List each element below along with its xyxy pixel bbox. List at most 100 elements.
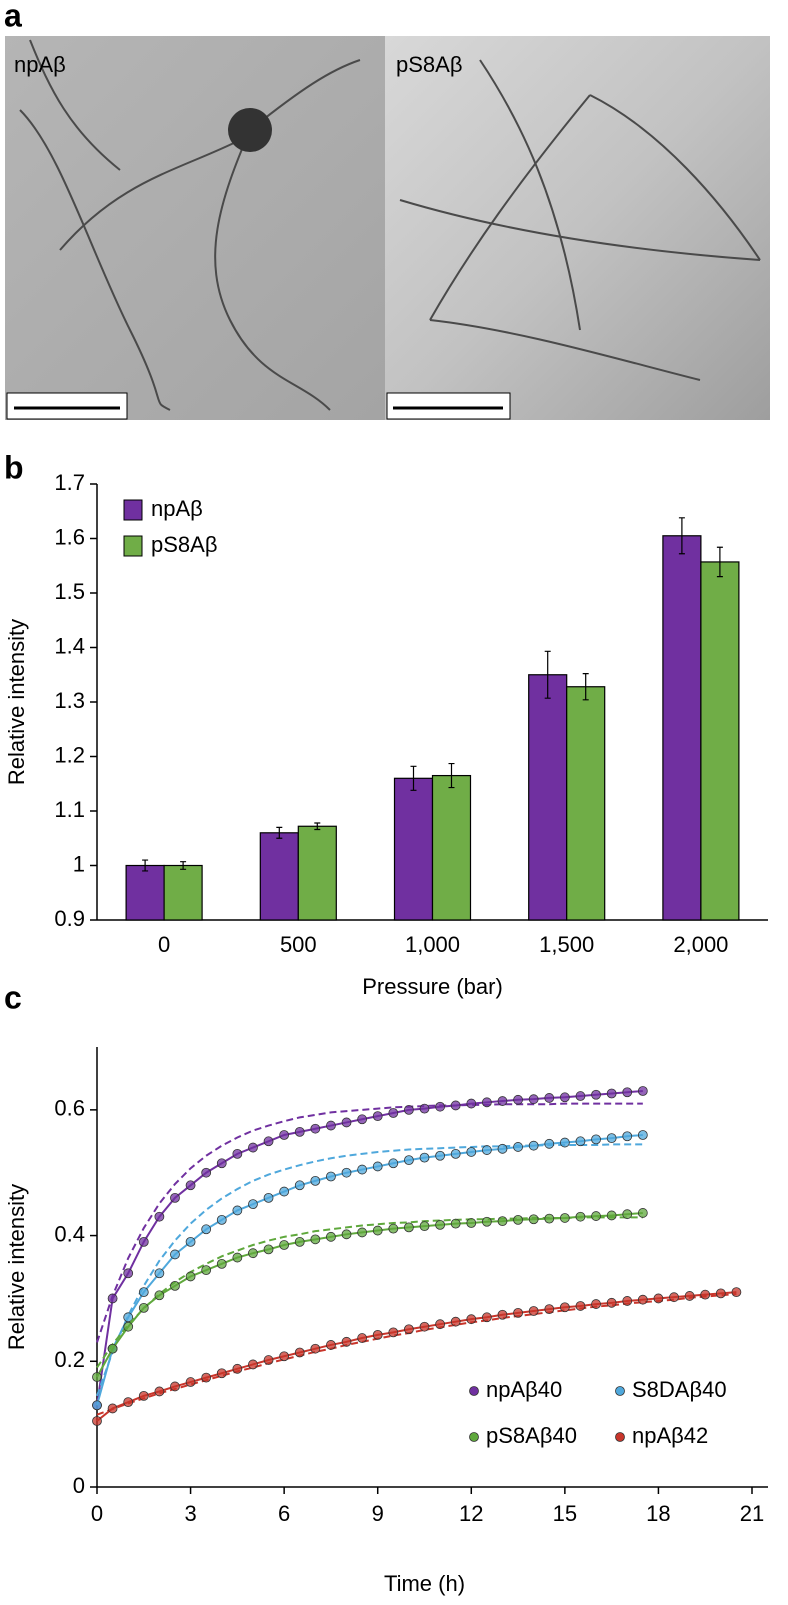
x-tick-label: 0 [91,1501,103,1526]
fit-line [96,1143,643,1397]
y-axis-label: Relative intensity [4,1184,29,1350]
data-point [544,1093,555,1103]
data-point [263,1355,274,1365]
data-point [294,1126,305,1137]
x-tick-label: 1,500 [539,932,594,957]
data-point [92,1416,102,1426]
fit-line [96,1102,643,1343]
legend-marker [615,1432,625,1442]
data-point [513,1214,523,1225]
error-bar [180,861,187,870]
data-point [138,1287,149,1298]
data-point [591,1299,601,1309]
data-point [185,1271,196,1282]
micrographs: npAβ pS8Aβ [5,36,770,420]
data-point [310,1234,321,1245]
y-tick-label: 0.6 [54,1096,85,1121]
data-point [107,1403,118,1414]
data-point [404,1222,414,1233]
bar [297,825,337,921]
data-point [107,1343,118,1354]
data-point [185,1180,196,1191]
data-point [404,1155,414,1166]
legend-swatch [123,535,143,557]
aggregate [228,108,272,152]
data-point [435,1101,445,1112]
data-point [497,1143,508,1154]
data-point [528,1214,539,1225]
fit-line [96,1216,643,1369]
data-point [170,1280,180,1291]
data-point [310,1175,321,1186]
error-bar [276,826,283,839]
x-axis-label: Time (h) [384,1571,465,1596]
data-point [326,1340,336,1350]
data-point [497,1096,508,1106]
data-point [357,1227,368,1238]
data-point [419,1103,430,1114]
error-bar [314,822,321,831]
data-point [138,1302,149,1313]
data-point [123,1397,134,1408]
image-label: pS8Aβ [396,52,462,77]
y-tick-label: 0.4 [54,1221,85,1246]
bar [431,774,472,921]
data-point [481,1145,492,1155]
data-point [201,1167,212,1178]
data-point [294,1180,305,1191]
data-point [653,1293,664,1304]
data-point [263,1192,274,1203]
micrograph [385,36,770,420]
data-point [341,1117,352,1128]
data-point [637,1208,648,1218]
legend-label: npAβ [151,496,203,521]
data-point [513,1307,523,1318]
data-point [372,1329,383,1340]
data-point [232,1205,243,1216]
error-bar [582,673,589,701]
data-line [96,1090,643,1406]
image-label: npAβ [14,52,66,77]
data-point [450,1316,461,1327]
data-point [544,1304,555,1315]
data-point [606,1210,617,1221]
data-point [559,1213,570,1223]
x-axis-label: Pressure (bar) [362,974,503,999]
data-point [170,1249,180,1260]
data-point [123,1312,134,1323]
data-point [123,1321,134,1332]
data-point [138,1236,149,1247]
bar [662,535,702,921]
bar [259,832,299,921]
data-point [544,1138,555,1149]
x-tick-label: 18 [646,1501,670,1526]
data-point [575,1091,586,1101]
x-tick-label: 6 [278,1501,290,1526]
data-point [326,1120,336,1131]
error-bar [142,859,149,872]
data-point [201,1224,212,1235]
panel-label: b [4,449,24,485]
data-point [170,1381,180,1392]
x-tick-label: 9 [372,1501,384,1526]
legend-label: npAβ40 [486,1377,562,1402]
data-point [684,1291,695,1301]
data-point [294,1347,305,1358]
y-tick-label: 1.4 [54,633,85,658]
data-point [669,1292,679,1303]
data-point [466,1098,477,1109]
data-point [388,1223,399,1234]
data-point [606,1133,617,1144]
y-tick-label: 0.2 [54,1347,85,1372]
data-point [216,1368,227,1379]
data-point [216,1258,227,1269]
data-point [263,1244,274,1255]
data-point [279,1351,290,1362]
legend-label: S8DAβ40 [632,1377,727,1402]
data-point [481,1097,492,1108]
data-point [622,1087,633,1098]
data-point [341,1336,352,1347]
data-point [575,1211,586,1222]
data-point [497,1216,508,1227]
